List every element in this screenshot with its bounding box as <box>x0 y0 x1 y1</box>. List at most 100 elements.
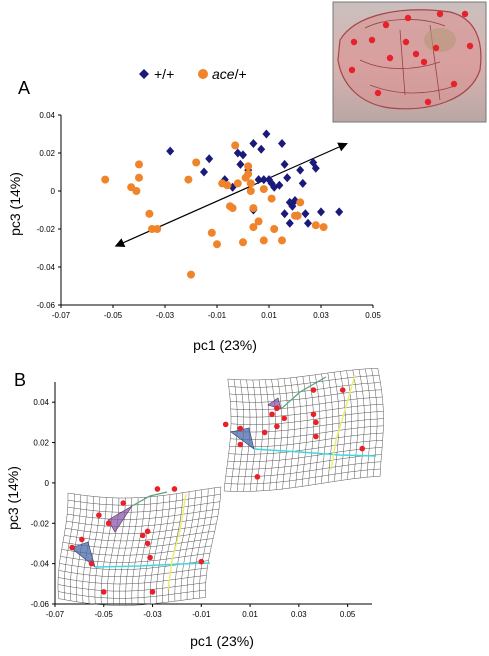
landmark-point <box>149 589 156 595</box>
grid-line <box>228 375 380 388</box>
landmark-point <box>144 540 151 547</box>
point-wt <box>301 209 310 219</box>
y-tick-label: 0.02 <box>39 149 55 158</box>
grid-line <box>58 575 207 585</box>
landmark-point <box>147 554 153 561</box>
grid-line <box>377 368 384 477</box>
grid-line <box>63 493 75 600</box>
point-ace <box>192 158 201 167</box>
legend-wt-label: +/+ <box>154 66 174 82</box>
grid-line <box>205 486 222 598</box>
point-wt <box>239 150 247 160</box>
landmark-point <box>310 411 317 418</box>
grid-line <box>226 454 382 470</box>
landmark-point <box>274 405 280 412</box>
grid-line <box>174 491 190 602</box>
x-tick-label: -0.03 <box>156 311 175 320</box>
photo-landmark-dot <box>466 42 474 50</box>
x-tick-label: -0.03 <box>143 610 162 619</box>
grid-line <box>229 432 384 448</box>
grid-line <box>230 396 383 410</box>
point-wt <box>259 175 268 185</box>
point-ace <box>293 211 302 220</box>
point-ace <box>311 221 320 230</box>
landmark-point <box>144 528 151 535</box>
point-ace <box>187 270 195 279</box>
y-tick-label: 0 <box>51 187 56 196</box>
grid-line <box>180 490 196 601</box>
landmark-point <box>281 415 288 422</box>
chart-b-xlabel: pc1 (23%) <box>190 633 254 649</box>
point-ace <box>270 225 279 233</box>
point-ace <box>244 169 253 178</box>
landmark-point <box>222 421 229 428</box>
cyan-curve <box>94 562 211 568</box>
landmark-point <box>310 387 317 393</box>
grid-line <box>314 374 321 485</box>
skull-photo-inset <box>332 1 487 123</box>
x-tick-label: 0.05 <box>365 311 381 320</box>
photo-landmark-dot <box>412 50 420 58</box>
point-ace <box>153 225 162 233</box>
grid-line <box>230 411 384 425</box>
y-tick-label: 0.04 <box>33 398 49 407</box>
landmark-point <box>254 474 261 480</box>
grid-line <box>58 597 206 606</box>
grid-line <box>64 530 215 542</box>
y-tick-label: -0.04 <box>37 263 56 272</box>
chart-b-ylabel: pc3 (14%) <box>5 466 21 530</box>
point-wt <box>205 154 214 164</box>
grid-line <box>192 488 209 599</box>
deformation-grid-upper <box>223 367 384 492</box>
x-tick-label: 0.01 <box>261 311 277 320</box>
landmark-point <box>105 520 112 527</box>
point-wt <box>254 175 263 185</box>
point-wt <box>298 178 307 188</box>
grid-line <box>67 494 221 506</box>
grid-line <box>229 382 381 396</box>
photo-landmark-dot <box>382 21 390 29</box>
grid-line <box>100 497 113 605</box>
point-ace <box>135 173 143 182</box>
grid-line <box>327 372 333 483</box>
panel-a-label: A <box>18 78 30 98</box>
photo-landmark-dot <box>386 54 394 62</box>
point-wt <box>257 144 266 154</box>
point-ace <box>249 223 258 232</box>
point-ace <box>135 160 143 169</box>
grid-line <box>57 493 69 599</box>
grid-line <box>269 379 276 491</box>
y-tick-label: -0.04 <box>31 560 50 569</box>
point-ace <box>244 162 253 171</box>
grid-line <box>230 403 384 418</box>
point-wt <box>283 173 292 183</box>
point-ace <box>246 187 255 195</box>
grid-line <box>256 379 263 492</box>
point-ace <box>239 238 247 247</box>
landmark-point <box>69 544 75 551</box>
grid-line <box>156 494 171 604</box>
y-tick-label: -0.06 <box>37 301 56 310</box>
grid-line <box>162 493 177 603</box>
green-curve <box>131 491 168 507</box>
point-wt <box>166 146 175 156</box>
photo-landmark-dot <box>450 80 458 88</box>
chart-a-ylabel: pc3 (14%) <box>7 172 23 236</box>
grid-line <box>227 367 378 381</box>
grid-line <box>65 523 217 535</box>
point-wt <box>275 180 284 190</box>
x-tick-label: -0.07 <box>52 311 71 320</box>
x-tick-label: 0.01 <box>242 610 258 619</box>
grid-line <box>131 497 145 606</box>
landmark-point <box>171 486 178 492</box>
point-ace <box>278 236 286 245</box>
landmark-point <box>274 423 280 430</box>
grid-line <box>58 589 206 599</box>
y-tick-label: -0.06 <box>31 600 50 609</box>
chart-b: -0.07 -0.05 -0.03 -0.01 0.01 0.03 0.05 0.04 0.02… <box>31 367 384 619</box>
point-wt <box>304 218 312 228</box>
grid-line <box>125 497 139 606</box>
point-ace <box>259 236 268 245</box>
grid-line <box>60 553 210 563</box>
